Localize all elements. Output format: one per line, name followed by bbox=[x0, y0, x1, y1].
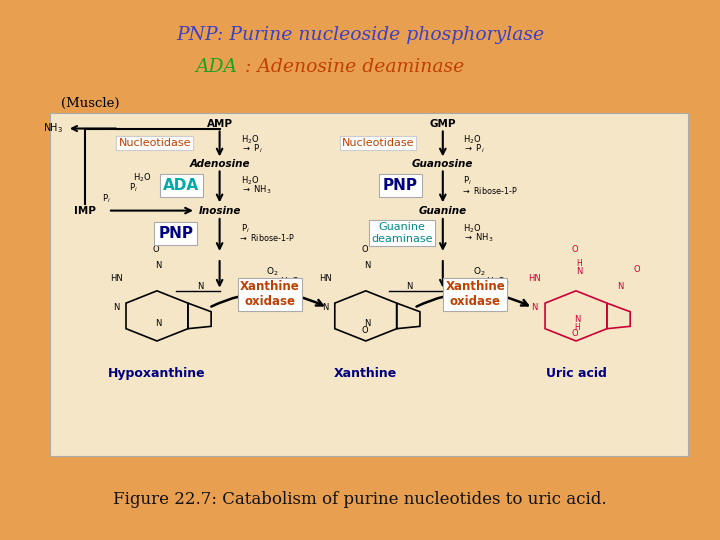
Text: O$_2$: O$_2$ bbox=[472, 265, 485, 278]
Text: $\rightarrow$ NH$_3$: $\rightarrow$ NH$_3$ bbox=[241, 184, 272, 197]
Text: PNP: PNP bbox=[158, 226, 193, 241]
Text: Adenosine: Adenosine bbox=[189, 159, 250, 169]
Text: O: O bbox=[634, 265, 641, 274]
Text: N: N bbox=[114, 303, 120, 313]
Text: O: O bbox=[571, 245, 578, 254]
Text: ADA: ADA bbox=[196, 58, 238, 77]
Text: Xanthine
oxidase: Xanthine oxidase bbox=[240, 280, 300, 308]
Text: Nucleotidase: Nucleotidase bbox=[342, 138, 414, 148]
Text: Inosine: Inosine bbox=[199, 206, 240, 215]
Text: HN: HN bbox=[528, 274, 541, 283]
Text: H$_2$O: H$_2$O bbox=[132, 172, 151, 185]
Text: P$_i$: P$_i$ bbox=[241, 222, 250, 235]
Text: Figure 22.7: Catabolism of purine nucleotides to uric acid.: Figure 22.7: Catabolism of purine nucleo… bbox=[113, 491, 607, 508]
Text: HN: HN bbox=[110, 274, 123, 283]
FancyBboxPatch shape bbox=[50, 113, 688, 456]
Text: $\rightarrow$ NH$_3$: $\rightarrow$ NH$_3$ bbox=[463, 231, 494, 244]
Text: Guanine
deaminase: Guanine deaminase bbox=[371, 222, 433, 244]
Text: $\rightarrow$ P$_i$: $\rightarrow$ P$_i$ bbox=[241, 142, 263, 155]
Text: H$_2$O: H$_2$O bbox=[463, 222, 482, 235]
Text: ADA: ADA bbox=[163, 178, 199, 193]
Text: N: N bbox=[197, 282, 203, 291]
Text: N: N bbox=[575, 315, 580, 325]
Text: IMP: IMP bbox=[74, 206, 96, 215]
Text: N: N bbox=[406, 282, 412, 291]
Text: O$_2$: O$_2$ bbox=[266, 265, 279, 278]
Text: $\rightarrow$ Ribose-1-P: $\rightarrow$ Ribose-1-P bbox=[238, 232, 294, 243]
Text: O: O bbox=[361, 245, 368, 254]
Text: P$_i$: P$_i$ bbox=[129, 181, 138, 194]
Text: : Adenosine deaminase: : Adenosine deaminase bbox=[245, 58, 464, 77]
Text: NH$_3$: NH$_3$ bbox=[43, 122, 63, 136]
Text: $\rightarrow$ Ribose-1-P: $\rightarrow$ Ribose-1-P bbox=[461, 185, 518, 195]
Text: O: O bbox=[361, 326, 368, 335]
Text: N: N bbox=[364, 319, 370, 328]
Text: H$_2$O$_2$: H$_2$O$_2$ bbox=[280, 275, 303, 288]
Text: (Muscle): (Muscle) bbox=[61, 97, 120, 110]
Text: P$_i$: P$_i$ bbox=[463, 174, 472, 187]
Text: N: N bbox=[577, 267, 582, 276]
Text: H: H bbox=[577, 259, 582, 268]
Text: Xanthine
oxidase: Xanthine oxidase bbox=[446, 280, 505, 308]
Text: P$_i$: P$_i$ bbox=[102, 192, 111, 205]
Text: H$_2$O: H$_2$O bbox=[463, 133, 482, 146]
Text: Hypoxanthine: Hypoxanthine bbox=[108, 367, 206, 380]
Text: Uric acid: Uric acid bbox=[546, 367, 606, 380]
Text: H: H bbox=[575, 323, 580, 332]
Text: GMP: GMP bbox=[430, 119, 456, 129]
Text: PNP: Purine nucleoside phosphorylase: PNP: Purine nucleoside phosphorylase bbox=[176, 26, 544, 44]
Text: H$_2$O: H$_2$O bbox=[241, 174, 260, 187]
Text: N: N bbox=[156, 319, 161, 328]
Text: HN: HN bbox=[319, 274, 332, 283]
Text: O: O bbox=[152, 245, 159, 254]
Text: Xanthine: Xanthine bbox=[334, 367, 397, 380]
Text: Guanosine: Guanosine bbox=[412, 159, 474, 169]
Text: AMP: AMP bbox=[207, 119, 233, 129]
Text: H$_2$O$_2$: H$_2$O$_2$ bbox=[487, 275, 510, 288]
Text: O: O bbox=[571, 329, 578, 339]
Text: N: N bbox=[156, 261, 161, 271]
Text: N: N bbox=[531, 303, 537, 313]
Text: N: N bbox=[364, 261, 370, 271]
Text: N: N bbox=[323, 303, 328, 313]
Text: PNP: PNP bbox=[383, 178, 418, 193]
Text: Guanine: Guanine bbox=[419, 206, 467, 215]
Text: $\rightarrow$ P$_i$: $\rightarrow$ P$_i$ bbox=[463, 142, 485, 155]
Text: H$_2$O: H$_2$O bbox=[241, 133, 260, 146]
Text: N: N bbox=[618, 282, 624, 291]
Text: Nucleotidase: Nucleotidase bbox=[119, 138, 191, 148]
